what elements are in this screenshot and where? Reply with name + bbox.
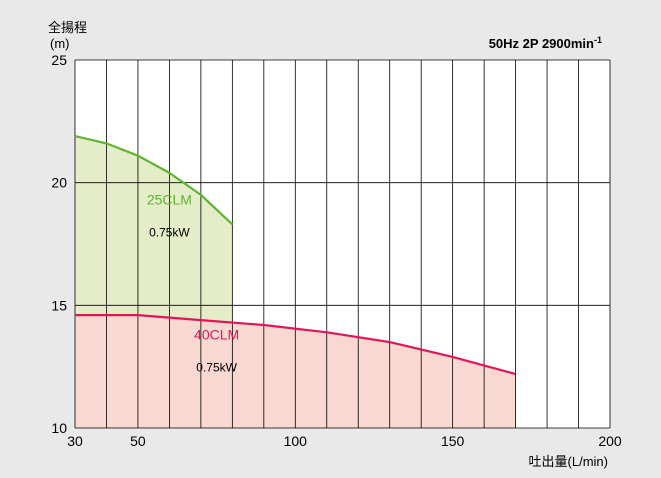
series-labels: 25CLM 0.75kW 40CLM 0.75kW (147, 192, 239, 375)
grid-lines (74, 59, 611, 429)
condition-note-main: 50Hz 2P 2900min (489, 36, 594, 51)
condition-note-sup: -1 (594, 35, 602, 45)
y-tick-label-20: 20 (51, 175, 67, 191)
x-tick-label-100: 100 (284, 433, 308, 449)
x-tick-label-30: 30 (67, 433, 83, 449)
x-tick-label-150: 150 (441, 433, 465, 449)
series-curves (74, 135, 516, 376)
y-tick-label-15: 15 (51, 297, 67, 313)
series-line-25CLM (74, 135, 234, 226)
y-tick-label-25: 25 (51, 52, 67, 68)
series-name-25CLM: 25CLM (147, 192, 192, 208)
x-axis-title: 吐出量(L/min) (529, 454, 608, 469)
series-power-40CLM: 0.75kW (196, 361, 237, 375)
series-line-40CLM (75, 314, 516, 376)
condition-note: 50Hz 2P 2900min-1 (489, 35, 602, 51)
y-axis-title: 全揚程 (48, 20, 87, 35)
series-power-25CLM: 0.75kW (149, 226, 190, 240)
series-name-40CLM: 40CLM (194, 327, 239, 343)
x-tick-label-50: 50 (130, 433, 146, 449)
y-tick-label-10: 10 (51, 420, 67, 436)
y-axis-unit: (m) (50, 36, 70, 51)
x-tick-label-200: 200 (598, 433, 622, 449)
tick-labels: 30 50 100 150 200 10 15 20 25 (51, 52, 621, 449)
